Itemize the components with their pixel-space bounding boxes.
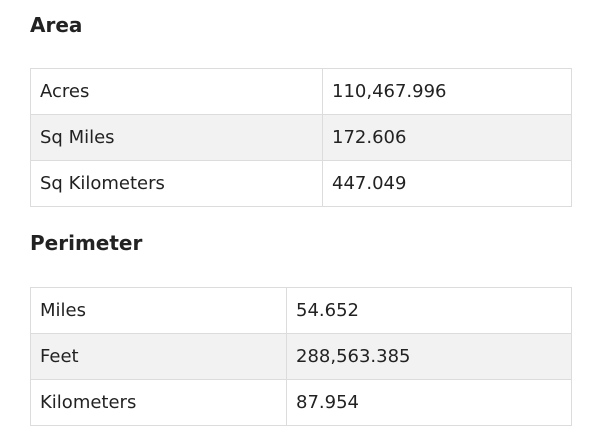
table-row: Sq Miles 172.606 [30, 114, 572, 161]
table-row: Sq Kilometers 447.049 [30, 160, 572, 207]
label-cell: Acres [30, 68, 323, 115]
value-cell: 172.606 [322, 114, 572, 161]
label-cell: Kilometers [30, 379, 287, 426]
table-row: Feet 288,563.385 [30, 333, 572, 380]
table-row: Miles 54.652 [30, 287, 572, 334]
label-cell: Sq Kilometers [30, 160, 323, 207]
section-title: Perimeter [30, 231, 143, 255]
label-cell: Sq Miles [30, 114, 323, 161]
label-cell: Feet [30, 333, 287, 380]
table-row: Acres 110,467.996 [30, 68, 572, 115]
section-title: Area [30, 13, 83, 37]
label-cell: Miles [30, 287, 287, 334]
value-cell: 288,563.385 [286, 333, 572, 380]
value-cell: 447.049 [322, 160, 572, 207]
value-cell: 87.954 [286, 379, 572, 426]
value-cell: 110,467.996 [322, 68, 572, 115]
perimeter-table: Miles 54.652 Feet 288,563.385 Kilometers 87… [30, 287, 572, 426]
area-table: Acres 110,467.996 Sq Miles 172.606 Sq Kilo… [30, 68, 572, 207]
table-row: Kilometers 87.954 [30, 379, 572, 426]
value-cell: 54.652 [286, 287, 572, 334]
